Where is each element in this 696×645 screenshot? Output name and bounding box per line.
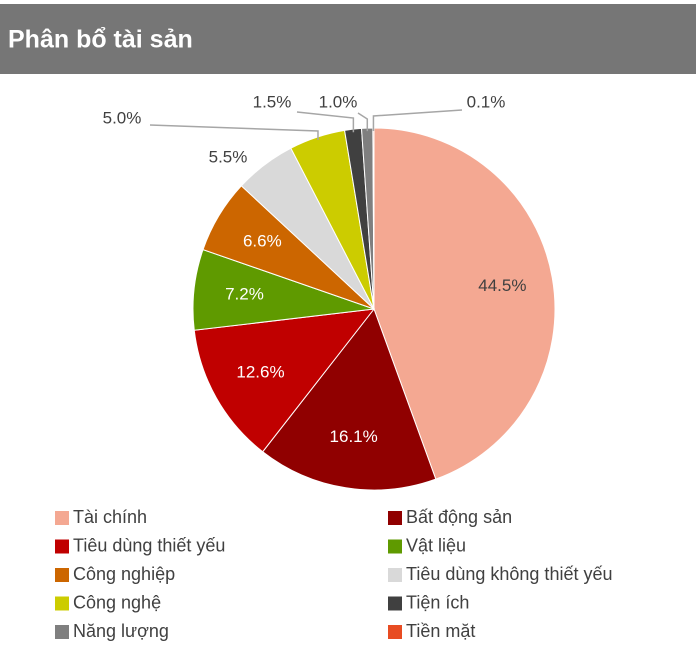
data-label: 16.1% — [330, 427, 378, 446]
legend-swatch — [55, 568, 69, 582]
pie-slice — [262, 307, 437, 491]
leader-line — [296, 111, 355, 133]
data-label: 44.5% — [478, 276, 526, 295]
data-label: 5.0% — [103, 108, 142, 127]
chart-title: Phân bổ tài sản — [8, 26, 193, 54]
leader-line — [357, 112, 369, 132]
pie-slice — [373, 127, 556, 480]
legend-label: Tiện ích — [406, 592, 469, 612]
legend-label: Tiêu dùng không thiết yếu — [406, 564, 612, 584]
data-label: 1.5% — [253, 92, 292, 111]
legend-label: Vật liệu — [406, 535, 466, 555]
leader-line — [372, 109, 463, 132]
legend-swatch — [388, 539, 402, 554]
legend-swatch — [55, 511, 69, 525]
data-label: 1.0% — [319, 92, 358, 111]
pie-slice — [193, 308, 376, 453]
legend-swatch — [55, 596, 69, 611]
legend-label: Tiêu dùng thiết yếu — [73, 535, 225, 555]
leader-line — [149, 124, 319, 141]
legend-swatch — [388, 568, 402, 582]
legend-label: Bất động sản — [406, 507, 512, 527]
legend-label: Công nghiệp — [73, 564, 175, 584]
legend-label: Tiền mặt — [406, 621, 475, 641]
legend-swatch — [55, 625, 69, 639]
legend-swatch — [388, 511, 402, 525]
legend-label: Năng lượng — [73, 621, 169, 641]
data-label: 0.1% — [467, 92, 506, 111]
data-label: 7.2% — [225, 284, 264, 303]
data-label: 12.6% — [236, 362, 284, 381]
legend-label: Tài chính — [73, 507, 147, 527]
header-bar — [0, 4, 696, 74]
legend-swatch — [388, 625, 402, 639]
legend-label: Công nghệ — [73, 592, 161, 612]
data-label: 6.6% — [243, 231, 282, 250]
legend-swatch — [55, 539, 69, 554]
data-label: 5.5% — [209, 147, 248, 166]
legend-swatch — [388, 596, 402, 611]
